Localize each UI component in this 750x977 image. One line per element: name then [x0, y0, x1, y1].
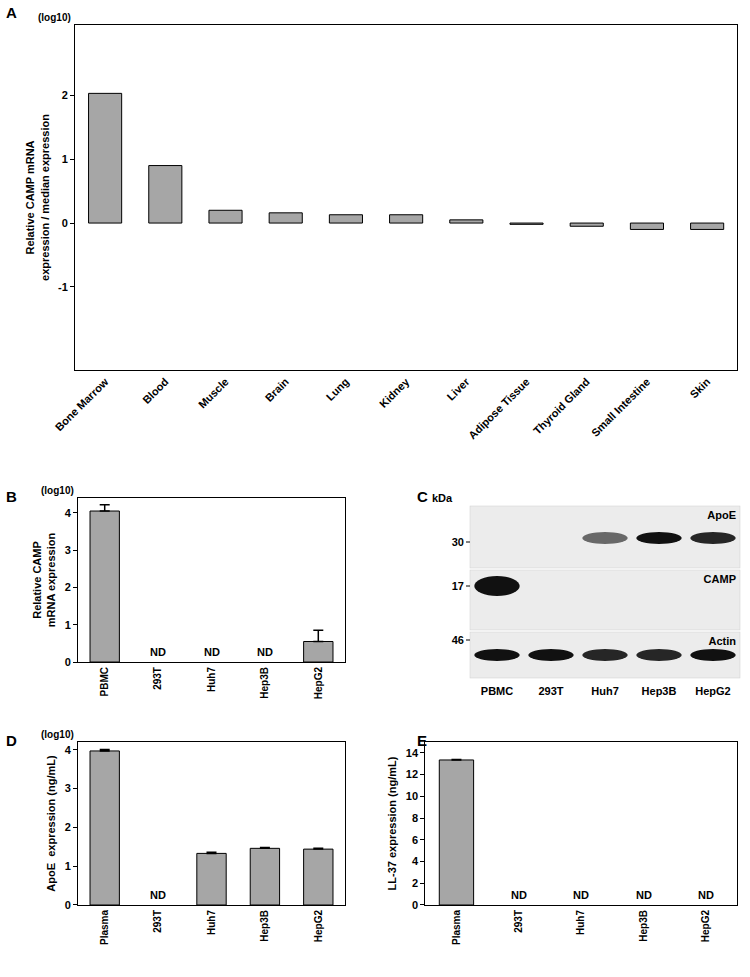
svg-text:ND: ND — [150, 889, 166, 901]
svg-text:10: 10 — [406, 790, 418, 802]
svg-text:2: 2 — [65, 581, 71, 593]
svg-text:Plasma: Plasma — [99, 910, 110, 945]
svg-text:Plasma: Plasma — [451, 910, 462, 945]
svg-text:(log10): (log10) — [41, 729, 74, 740]
svg-text:Brain: Brain — [263, 375, 292, 404]
svg-text:Thyroid Gland: Thyroid Gland — [531, 376, 592, 437]
svg-text:(log10): (log10) — [41, 485, 74, 496]
svg-text:HepG2: HepG2 — [700, 910, 711, 943]
svg-text:Huh7: Huh7 — [591, 685, 619, 697]
svg-text:Relative CAMPmRNA expression: Relative CAMPmRNA expression — [31, 533, 57, 628]
svg-text:Blood: Blood — [140, 376, 171, 407]
svg-text:46: 46 — [452, 634, 464, 646]
svg-text:ND: ND — [150, 646, 166, 658]
svg-text:ND: ND — [511, 889, 527, 901]
svg-text:Skin: Skin — [688, 375, 713, 400]
svg-text:Small Intestine: Small Intestine — [589, 376, 652, 439]
svg-text:293T: 293T — [538, 685, 563, 697]
svg-text:Hep3B: Hep3B — [638, 910, 649, 942]
svg-text:ApoE: ApoE — [707, 509, 736, 521]
svg-text:HepG2: HepG2 — [313, 667, 324, 700]
svg-text:Adipose Tissue: Adipose Tissue — [466, 376, 532, 442]
svg-text:3: 3 — [65, 544, 71, 556]
svg-text:HepG2: HepG2 — [695, 685, 730, 697]
svg-text:14: 14 — [406, 747, 419, 759]
svg-text:ND: ND — [204, 646, 220, 658]
svg-text:Bone Marrow: Bone Marrow — [53, 375, 111, 433]
svg-text:ND: ND — [698, 889, 714, 901]
svg-text:0: 0 — [62, 217, 68, 229]
svg-text:0: 0 — [65, 899, 71, 911]
svg-text:4: 4 — [412, 855, 419, 867]
svg-text:17: 17 — [452, 580, 464, 592]
svg-text:Hep3B: Hep3B — [259, 910, 270, 942]
svg-text:(log10): (log10) — [38, 12, 71, 23]
svg-text:2: 2 — [65, 821, 71, 833]
svg-text:D: D — [6, 732, 17, 749]
svg-text:ND: ND — [257, 646, 273, 658]
svg-text:293T: 293T — [152, 667, 163, 690]
svg-text:Huh7: Huh7 — [576, 910, 587, 935]
svg-text:Muscle: Muscle — [196, 376, 231, 411]
svg-text:1: 1 — [62, 153, 68, 165]
svg-text:C: C — [417, 488, 428, 505]
svg-text:PBMC: PBMC — [99, 667, 110, 696]
svg-text:LL-37 expression (ng/mL): LL-37 expression (ng/mL) — [386, 756, 398, 890]
svg-text:Hep3B: Hep3B — [259, 667, 270, 699]
svg-text:ND: ND — [573, 889, 589, 901]
svg-text:0: 0 — [412, 899, 418, 911]
svg-text:Relative CAMP mRNAexpression /: Relative CAMP mRNAexpression / median ex… — [24, 114, 50, 281]
svg-text:293T: 293T — [152, 910, 163, 933]
svg-text:293T: 293T — [513, 910, 524, 933]
svg-text:Actin: Actin — [709, 635, 737, 647]
svg-text:E: E — [417, 732, 427, 749]
svg-text:Hep3B: Hep3B — [642, 685, 677, 697]
svg-text:CAMP: CAMP — [704, 573, 736, 585]
svg-text:0: 0 — [65, 656, 71, 668]
svg-text:4: 4 — [65, 507, 72, 519]
svg-text:1: 1 — [65, 619, 71, 631]
svg-text:PBMC: PBMC — [481, 685, 513, 697]
svg-text:Kidney: Kidney — [377, 375, 412, 410]
svg-text:1: 1 — [65, 860, 71, 872]
svg-text:Lung: Lung — [324, 376, 351, 403]
svg-text:Huh7: Huh7 — [206, 910, 217, 935]
svg-text:Liver: Liver — [445, 375, 473, 403]
svg-text:HepG2: HepG2 — [313, 910, 324, 943]
svg-text:2: 2 — [412, 877, 418, 889]
svg-text:6: 6 — [412, 834, 418, 846]
svg-text:30: 30 — [452, 536, 464, 548]
svg-text:-1: -1 — [58, 281, 68, 293]
svg-text:B: B — [6, 488, 17, 505]
svg-text:ND: ND — [636, 889, 652, 901]
svg-text:2: 2 — [62, 89, 68, 101]
svg-text:8: 8 — [412, 812, 418, 824]
svg-text:Huh7: Huh7 — [206, 667, 217, 692]
svg-text:4: 4 — [65, 744, 72, 756]
svg-text:kDa: kDa — [432, 492, 453, 504]
svg-text:12: 12 — [406, 768, 418, 780]
svg-text:ApoE expression (ng/mL): ApoE expression (ng/mL) — [45, 755, 57, 892]
svg-text:3: 3 — [65, 782, 71, 794]
svg-text:A: A — [6, 4, 17, 21]
